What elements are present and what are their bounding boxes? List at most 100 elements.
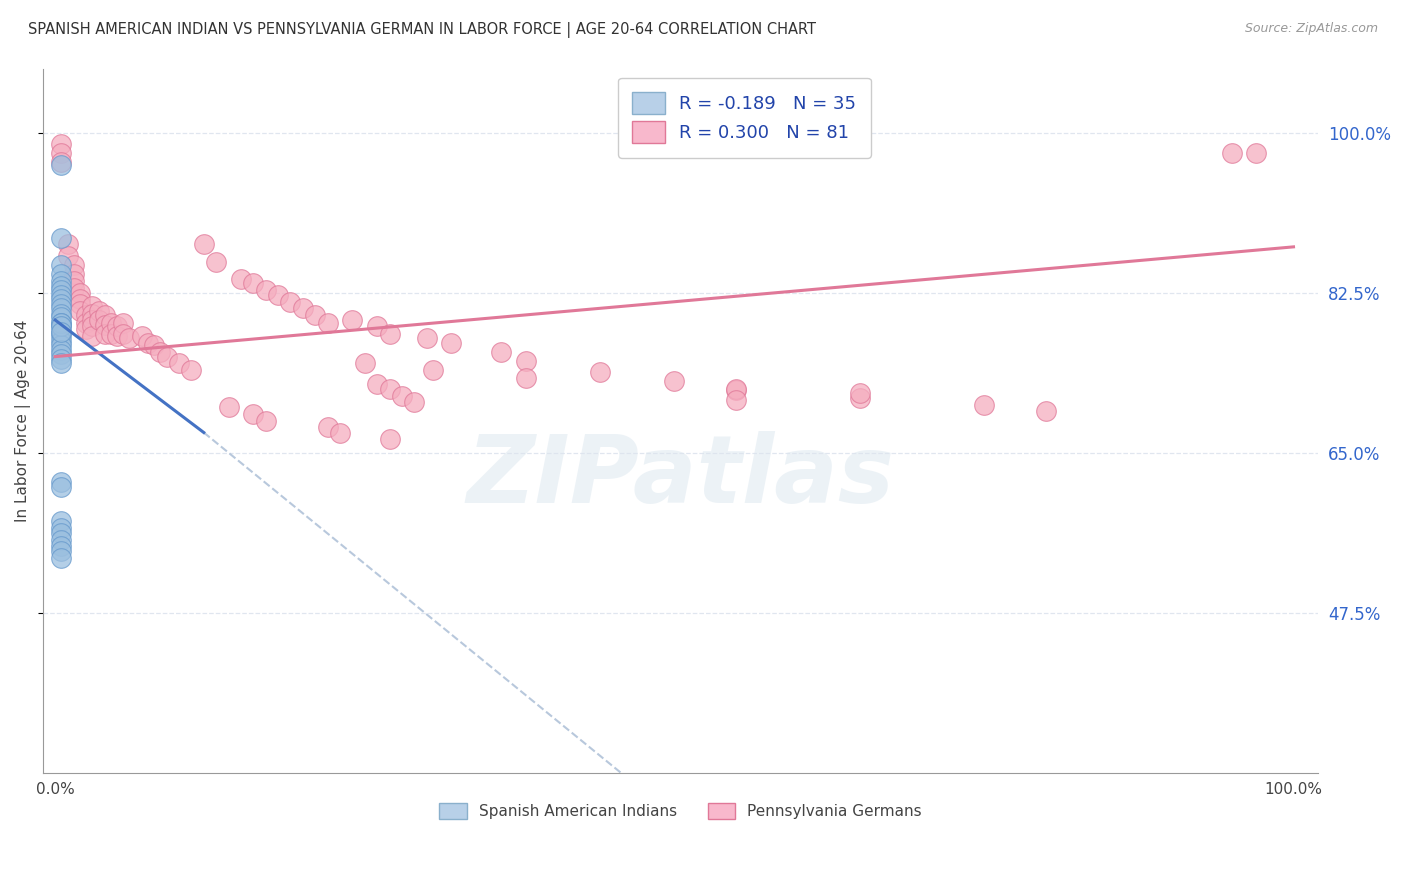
Point (82, 313, 104, 327)
Point (105, 328, 128, 343)
Point (51, 328, 73, 343)
Point (51, 136, 73, 151)
Point (378, 326, 401, 341)
Point (51, 154, 73, 169)
Point (51, 230, 73, 244)
Point (366, 377, 388, 392)
Point (51, 268, 73, 282)
Point (75, 309, 97, 323)
Point (118, 331, 141, 345)
Point (56, 249, 79, 263)
Point (1220, 145, 1243, 160)
Point (589, 365, 612, 379)
Point (51, 550, 73, 565)
Point (69, 297, 91, 311)
Point (422, 363, 444, 377)
Point (291, 301, 314, 315)
Point (193, 237, 215, 252)
Point (51, 283, 73, 297)
Point (100, 326, 122, 341)
Point (51, 526, 73, 541)
Point (51, 292, 73, 306)
Point (51, 480, 73, 494)
Point (51, 316, 73, 330)
Point (62, 258, 84, 272)
Point (51, 337, 73, 351)
Point (51, 279, 73, 293)
Point (51, 356, 73, 370)
Point (105, 319, 128, 334)
Point (849, 391, 872, 405)
Point (82, 299, 104, 313)
Point (149, 345, 172, 359)
Point (254, 414, 277, 428)
Point (378, 382, 401, 396)
Point (973, 398, 995, 412)
Point (62, 268, 84, 282)
Point (156, 350, 179, 364)
Point (82, 328, 104, 343)
Point (51, 475, 73, 489)
Point (51, 288, 73, 302)
Point (51, 274, 73, 288)
Point (69, 285, 91, 300)
Point (342, 313, 364, 327)
Point (51, 521, 73, 535)
Point (51, 539, 73, 553)
Point (489, 345, 512, 359)
Point (254, 283, 277, 297)
Point (316, 316, 339, 330)
Point (56, 237, 79, 252)
Point (725, 392, 748, 407)
Point (51, 307, 73, 321)
Point (51, 319, 73, 334)
Point (242, 277, 264, 291)
Point (100, 316, 122, 330)
Point (75, 316, 97, 330)
Point (51, 301, 73, 315)
Point (51, 258, 73, 272)
Point (51, 533, 73, 547)
Point (93, 326, 115, 341)
Point (131, 328, 153, 343)
Point (51, 325, 73, 339)
Point (51, 297, 73, 311)
Y-axis label: In Labor Force | Age 20-64: In Labor Force | Age 20-64 (15, 319, 31, 522)
Point (62, 274, 84, 288)
Point (1246, 145, 1268, 160)
Point (267, 288, 290, 302)
Legend: Spanish American Indians, Pennsylvania Germans: Spanish American Indians, Pennsylvania G… (433, 797, 928, 825)
Point (515, 370, 537, 384)
Point (51, 310, 73, 325)
Point (136, 335, 159, 350)
Point (51, 352, 73, 367)
Point (75, 322, 97, 336)
Point (143, 337, 166, 351)
Point (51, 544, 73, 558)
Text: ZIPatlas: ZIPatlas (467, 431, 894, 523)
Point (366, 319, 388, 334)
Point (664, 374, 686, 388)
Point (329, 425, 352, 440)
Point (51, 325, 73, 339)
Point (725, 382, 748, 396)
Point (391, 389, 413, 403)
Point (93, 309, 115, 323)
Point (93, 318, 115, 332)
Point (112, 316, 135, 330)
Point (112, 326, 135, 341)
Point (515, 354, 537, 368)
Point (218, 400, 240, 414)
Point (304, 309, 326, 323)
Point (205, 255, 228, 269)
Point (69, 292, 91, 306)
Point (180, 363, 202, 377)
Point (316, 420, 339, 434)
Point (725, 384, 748, 398)
Point (378, 432, 401, 446)
Point (167, 356, 190, 370)
Point (242, 407, 264, 421)
Point (69, 304, 91, 318)
Point (82, 307, 104, 321)
Point (440, 335, 463, 350)
